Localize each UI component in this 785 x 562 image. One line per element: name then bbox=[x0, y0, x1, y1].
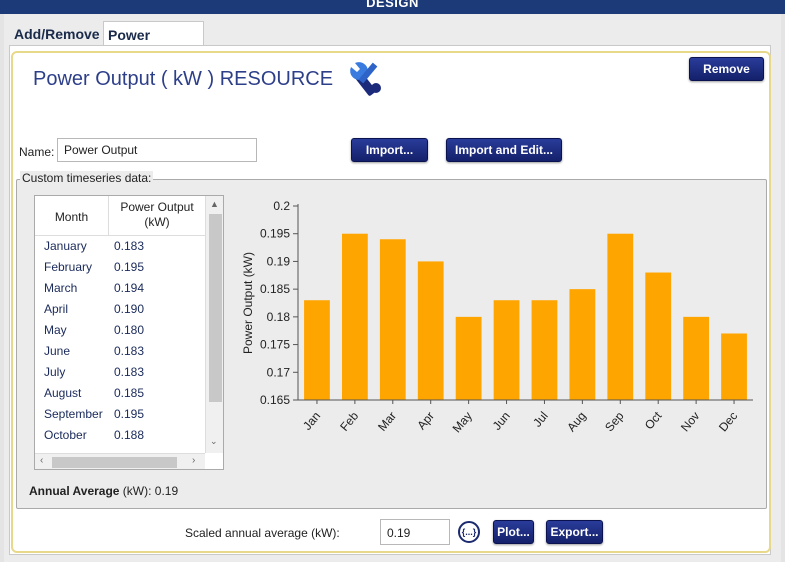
resource-frame bbox=[11, 51, 771, 553]
bar-aug bbox=[569, 289, 596, 400]
timeseries-group-label: Custom timeseries data: bbox=[20, 171, 154, 185]
table-row[interactable]: July 0.183 bbox=[35, 362, 205, 383]
scroll-left-icon[interactable]: ‹ bbox=[40, 455, 44, 466]
bar-jul bbox=[531, 300, 558, 400]
cell-month: March bbox=[44, 281, 78, 295]
x-tick-label: Aug bbox=[564, 409, 588, 434]
table-row[interactable]: September 0.195 bbox=[35, 404, 205, 425]
y-tick-label: 0.165 bbox=[260, 393, 290, 407]
page-title: Power Output ( kW ) RESOURCE bbox=[33, 68, 334, 90]
vertical-scrollbar[interactable]: ▲ ⌄ bbox=[205, 196, 223, 453]
name-input[interactable]: Power Output bbox=[57, 138, 257, 162]
bar-nov bbox=[683, 316, 710, 400]
bar-apr bbox=[417, 261, 444, 400]
x-tick-label: May bbox=[450, 409, 475, 435]
bar-jun bbox=[493, 300, 520, 400]
horizontal-scrollbar[interactable]: ‹ › bbox=[35, 453, 205, 469]
x-tick-label: Dec bbox=[716, 409, 740, 434]
scaled-annual-average-input[interactable]: 0.19 bbox=[380, 519, 450, 545]
cell-month: May bbox=[44, 323, 67, 337]
table-body: January 0.183 February 0.195 March 0.194 April… bbox=[35, 236, 205, 446]
table-row[interactable]: August 0.185 bbox=[35, 383, 205, 404]
import-and-edit-button[interactable]: Import and Edit... bbox=[446, 138, 562, 162]
annual-average-value: 0.19 bbox=[154, 484, 179, 498]
annual-average: Annual Average (kW): 0.19 bbox=[29, 484, 178, 498]
scroll-up-icon[interactable]: ▲ bbox=[210, 199, 219, 209]
x-tick-label: Jul bbox=[530, 409, 551, 430]
column-header-power-output[interactable]: Power Output (kW) bbox=[109, 196, 205, 236]
x-tick-label: Oct bbox=[642, 408, 665, 432]
cell-month: February bbox=[44, 260, 93, 274]
bar-oct bbox=[645, 272, 672, 400]
table-row[interactable]: February 0.195 bbox=[35, 257, 205, 278]
bar-sep bbox=[607, 233, 634, 400]
cell-power-output: 0.183 bbox=[114, 344, 145, 358]
y-tick-label: 0.195 bbox=[260, 227, 290, 241]
cell-power-output: 0.195 bbox=[114, 260, 145, 274]
y-axis-label: Power Output (kW) bbox=[241, 252, 255, 354]
cell-power-output: 0.183 bbox=[114, 239, 145, 253]
cell-month: August bbox=[44, 386, 82, 400]
y-tick-label: 0.17 bbox=[267, 365, 291, 379]
scroll-down-icon[interactable]: ⌄ bbox=[210, 436, 218, 446]
power-output-chart: Power Output (kW) 0.165 0.17 0.175 0.18 0.185… bbox=[241, 199, 753, 435]
cell-month: April bbox=[44, 302, 69, 316]
column-header-month[interactable]: Month bbox=[35, 196, 109, 236]
x-tick-label: Feb bbox=[337, 409, 361, 434]
table-row[interactable]: June 0.183 bbox=[35, 341, 205, 362]
cell-power-output: 0.195 bbox=[114, 407, 145, 421]
y-tick-label: 0.18 bbox=[267, 310, 291, 324]
x-tick-label: Sep bbox=[602, 409, 627, 435]
table-row[interactable]: May 0.180 bbox=[35, 320, 205, 341]
cell-power-output: 0.194 bbox=[114, 281, 145, 295]
cell-power-output: 0.180 bbox=[114, 323, 145, 337]
table-row[interactable]: January 0.183 bbox=[35, 236, 205, 257]
cell-power-output: 0.190 bbox=[114, 302, 145, 316]
window-title: DESIGN bbox=[366, 0, 419, 10]
cell-month: June bbox=[44, 344, 71, 358]
horizontal-scroll-thumb[interactable] bbox=[52, 457, 177, 468]
import-button[interactable]: Import... bbox=[351, 138, 428, 162]
name-label: Name: bbox=[19, 145, 55, 159]
remove-button[interactable]: Remove bbox=[689, 57, 764, 81]
cell-month: September bbox=[44, 407, 103, 421]
x-tick-label: Nov bbox=[678, 409, 702, 434]
annual-average-unit: (kW): bbox=[119, 484, 155, 498]
x-tick-label: Apr bbox=[414, 409, 437, 432]
x-tick-label: Jan bbox=[300, 409, 323, 433]
cell-month: October bbox=[44, 428, 87, 442]
y-tick-label: 0.19 bbox=[267, 254, 291, 268]
cell-power-output: 0.183 bbox=[114, 365, 145, 379]
y-tick-label: 0.185 bbox=[260, 282, 290, 296]
plot-button[interactable]: Plot... bbox=[493, 520, 534, 544]
bar-dec bbox=[721, 333, 747, 400]
annual-average-label: Annual Average bbox=[29, 484, 120, 498]
bar-feb bbox=[341, 233, 368, 400]
wrench-icon bbox=[350, 62, 381, 96]
bar-jan bbox=[304, 300, 330, 400]
table-row[interactable]: April 0.190 bbox=[35, 299, 205, 320]
window-titlebar: DESIGN bbox=[0, 0, 785, 14]
vertical-scroll-thumb[interactable] bbox=[209, 214, 222, 402]
scaled-annual-average-label: Scaled annual average (kW): bbox=[185, 526, 340, 540]
cell-month: July bbox=[44, 365, 66, 379]
sensitivity-button[interactable]: {...} bbox=[458, 521, 480, 543]
export-button[interactable]: Export... bbox=[546, 520, 603, 544]
bar-may bbox=[455, 316, 482, 400]
y-tick-label: 0.2 bbox=[273, 199, 290, 213]
tab-power-output[interactable]: Power Output bbox=[103, 21, 204, 59]
tab-add-remove[interactable]: Add/Remove bbox=[14, 26, 100, 42]
table-row[interactable]: October 0.188 bbox=[35, 425, 205, 446]
cell-power-output: 0.185 bbox=[114, 386, 145, 400]
y-tick-label: 0.175 bbox=[260, 338, 290, 352]
x-tick-label: Mar bbox=[375, 409, 399, 434]
cell-month: January bbox=[44, 239, 87, 253]
x-tick-label: Jun bbox=[490, 409, 513, 433]
bar-mar bbox=[379, 239, 406, 400]
scroll-right-icon[interactable]: › bbox=[192, 455, 196, 466]
table-row[interactable]: March 0.194 bbox=[35, 278, 205, 299]
timeseries-table[interactable]: Month Power Output (kW) January 0.183 Febr… bbox=[34, 195, 224, 470]
cell-power-output: 0.188 bbox=[114, 428, 145, 442]
